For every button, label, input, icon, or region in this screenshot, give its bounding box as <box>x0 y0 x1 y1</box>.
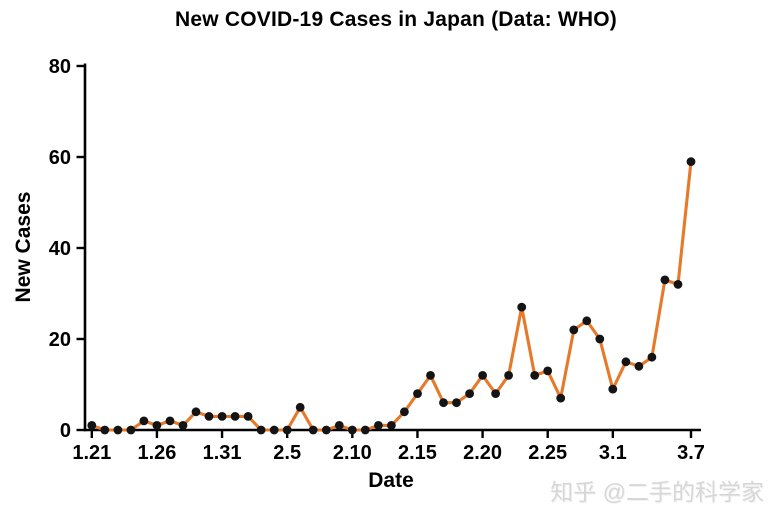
data-point <box>387 421 396 430</box>
data-point <box>152 421 162 430</box>
data-point <box>191 407 201 417</box>
x-tick-label: 1.31 <box>203 442 242 464</box>
data-point <box>256 425 266 435</box>
data-point <box>517 302 527 312</box>
watermark-text: 知乎 @二手的科学家 <box>550 479 764 505</box>
data-point <box>673 280 683 289</box>
data-point <box>621 357 631 367</box>
data-point <box>334 421 344 430</box>
data-point <box>230 412 240 421</box>
x-tick-label: 2.15 <box>398 442 437 464</box>
data-point <box>530 371 540 380</box>
y-axis-title: New Cases <box>12 191 35 303</box>
data-point <box>400 407 409 417</box>
data-point <box>634 361 644 371</box>
data-point <box>269 425 279 435</box>
data-point <box>491 389 500 398</box>
data-point <box>321 425 331 435</box>
data-point <box>543 366 553 376</box>
data-point <box>217 412 227 421</box>
y-tick-label: 20 <box>49 329 71 351</box>
data-point <box>608 384 618 394</box>
data-point <box>282 425 292 435</box>
data-point <box>308 425 318 435</box>
x-tick-label: 1.21 <box>72 442 111 464</box>
y-tick-label: 60 <box>49 147 71 169</box>
y-tick-label: 0 <box>60 420 71 442</box>
data-point <box>478 371 487 380</box>
data-point <box>439 398 448 408</box>
data-point <box>243 412 253 421</box>
data-point <box>582 316 592 326</box>
data-point <box>413 389 422 398</box>
data-point <box>347 425 357 435</box>
chart-title: New COVID-19 Cases in Japan (Data: WHO) <box>175 8 617 31</box>
x-tick-label: 2.20 <box>463 442 502 464</box>
x-tick-label: 2.5 <box>273 442 301 464</box>
data-point <box>295 402 305 412</box>
data-point <box>178 421 188 430</box>
data-point <box>426 371 435 380</box>
data-point <box>504 371 513 380</box>
data-point <box>87 421 97 430</box>
data-point <box>465 389 474 398</box>
data-point <box>556 393 566 403</box>
axes: 0 20 40 60 80 1.21 1.26 1.31 2.5 2.10 2.15 2.20 2.25… <box>49 56 705 464</box>
data-point <box>647 352 657 362</box>
x-tick-label: 2.25 <box>528 442 567 464</box>
data-point <box>686 157 696 167</box>
data-point <box>452 398 461 408</box>
x-tick-label: 3.1 <box>599 442 627 464</box>
data-point <box>660 275 670 285</box>
data-point <box>139 416 149 426</box>
x-tick-label: 2.10 <box>333 442 372 464</box>
data-point <box>595 334 605 344</box>
chart-line <box>90 160 693 432</box>
x-tick-label: 3.7 <box>677 442 705 464</box>
data-point <box>165 416 175 426</box>
y-tick-label: 40 <box>49 238 71 260</box>
x-axis-title: Date <box>368 469 414 492</box>
data-points <box>87 157 696 435</box>
data-point <box>569 325 579 335</box>
y-tick-label: 80 <box>49 56 71 78</box>
data-point <box>360 425 370 435</box>
data-point <box>100 425 110 435</box>
x-tick-label: 1.26 <box>137 442 176 464</box>
data-point <box>204 412 214 421</box>
data-point <box>374 421 383 430</box>
data-point <box>126 425 136 435</box>
data-point <box>113 425 123 435</box>
